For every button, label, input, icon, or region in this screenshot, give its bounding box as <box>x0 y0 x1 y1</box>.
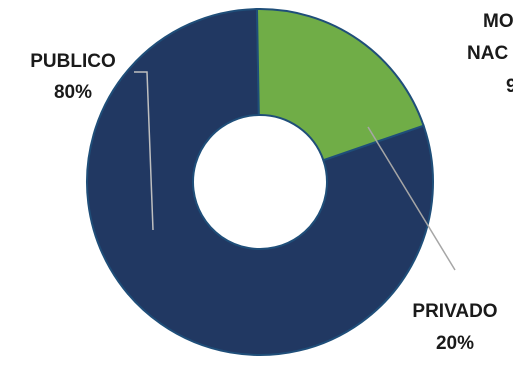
partial-label-line-1: MO <box>483 11 513 32</box>
partial-label-line-3: 9 <box>506 76 513 97</box>
partial-label-line-2: NAC <box>467 43 508 64</box>
slice-value-privado: 20% <box>436 333 474 354</box>
slices-group <box>87 9 433 355</box>
slice-label-publico: PUBLICO <box>30 51 116 72</box>
slice-value-publico: 80% <box>54 82 92 103</box>
slice-label-privado: PRIVADO <box>412 301 497 322</box>
